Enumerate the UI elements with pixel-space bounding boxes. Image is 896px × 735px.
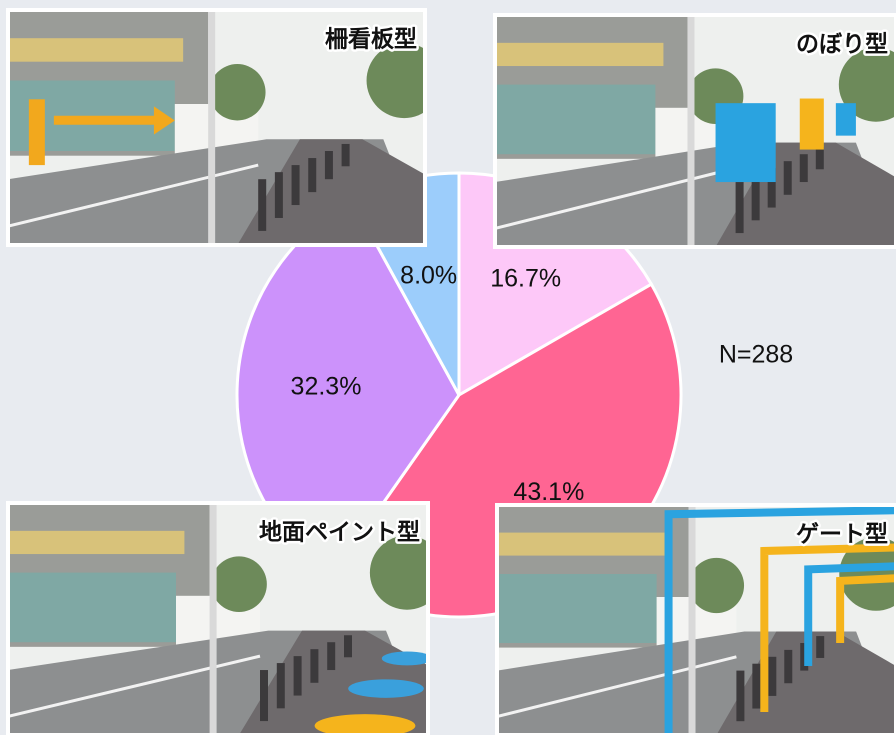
gate [664, 506, 896, 735]
photo-scene [8, 10, 425, 245]
fence [8, 572, 176, 643]
gate [760, 543, 896, 712]
photo-scene [8, 503, 428, 735]
banner [835, 103, 856, 136]
bollard [276, 663, 285, 709]
photo-border [493, 13, 896, 249]
pole [688, 505, 696, 735]
bollard [344, 635, 352, 658]
road-line [8, 163, 259, 228]
photo-border [6, 501, 430, 735]
bollard [783, 161, 792, 195]
slice-label: 32.3% [291, 372, 362, 400]
tree [211, 556, 267, 613]
road-line [495, 166, 736, 230]
bollard [751, 175, 760, 221]
bollard [310, 649, 319, 683]
photo-scene [495, 15, 896, 247]
bollard [768, 656, 777, 696]
photo-title: 地面ペイント型 [259, 520, 420, 546]
slice-label: 8.0% [400, 261, 457, 289]
sign-arrow [153, 106, 175, 135]
photo-scene [497, 505, 896, 735]
photo-title: のぼり型 [796, 32, 888, 58]
road-line [497, 655, 737, 719]
sidewalk [715, 142, 896, 247]
bollard [815, 147, 824, 170]
sign-figure [28, 99, 45, 166]
bollard [324, 151, 333, 180]
bollard [767, 168, 776, 208]
tree [209, 64, 266, 121]
tree [366, 42, 425, 119]
bollard [260, 670, 268, 722]
photo: ゲート型 [495, 503, 896, 735]
railing [495, 42, 664, 67]
railing [8, 38, 184, 62]
bollard [816, 636, 825, 658]
bollard [291, 165, 300, 206]
banner [799, 98, 824, 150]
slice-labels: 16.7% 43.1% 32.3% 8.0% [291, 261, 585, 506]
photo: のぼり型 [493, 13, 896, 249]
photo: 柵看板型 [6, 8, 427, 247]
tree [839, 537, 896, 611]
bollard [341, 143, 350, 167]
bollard [736, 670, 745, 722]
bollard [735, 182, 744, 234]
paint [348, 679, 424, 698]
photo-title: ゲート型 [796, 522, 888, 548]
road-line [8, 654, 261, 718]
bollard [274, 172, 283, 218]
tree [688, 557, 745, 614]
sidewalk [239, 630, 428, 735]
tree [838, 47, 896, 122]
sign-arrow [53, 115, 159, 125]
paint [314, 714, 416, 735]
pole [687, 15, 695, 247]
slice-label: 43.1% [513, 478, 584, 506]
gate [836, 574, 896, 643]
fence [495, 84, 656, 155]
slice-label: 16.7% [490, 264, 561, 292]
bollard [784, 649, 793, 684]
photo: 地面ペイント型 [6, 501, 430, 735]
gate [804, 562, 896, 666]
bollard [799, 154, 808, 183]
photo-border [495, 503, 896, 735]
bollard [308, 158, 317, 193]
paint [381, 651, 428, 666]
photo-title: 柵看板型 [325, 26, 417, 53]
tree [369, 535, 428, 610]
bollard [327, 642, 336, 671]
bollard [293, 656, 302, 696]
pole [209, 503, 217, 735]
bollard [258, 179, 267, 231]
pole [208, 10, 216, 245]
banner [715, 103, 776, 183]
railing [497, 532, 665, 556]
sample-size: N=288 [719, 341, 793, 369]
bollard [752, 663, 761, 709]
photo-border [6, 8, 427, 247]
railing [8, 530, 185, 555]
fence [497, 574, 657, 643]
sidewalk [237, 139, 425, 245]
